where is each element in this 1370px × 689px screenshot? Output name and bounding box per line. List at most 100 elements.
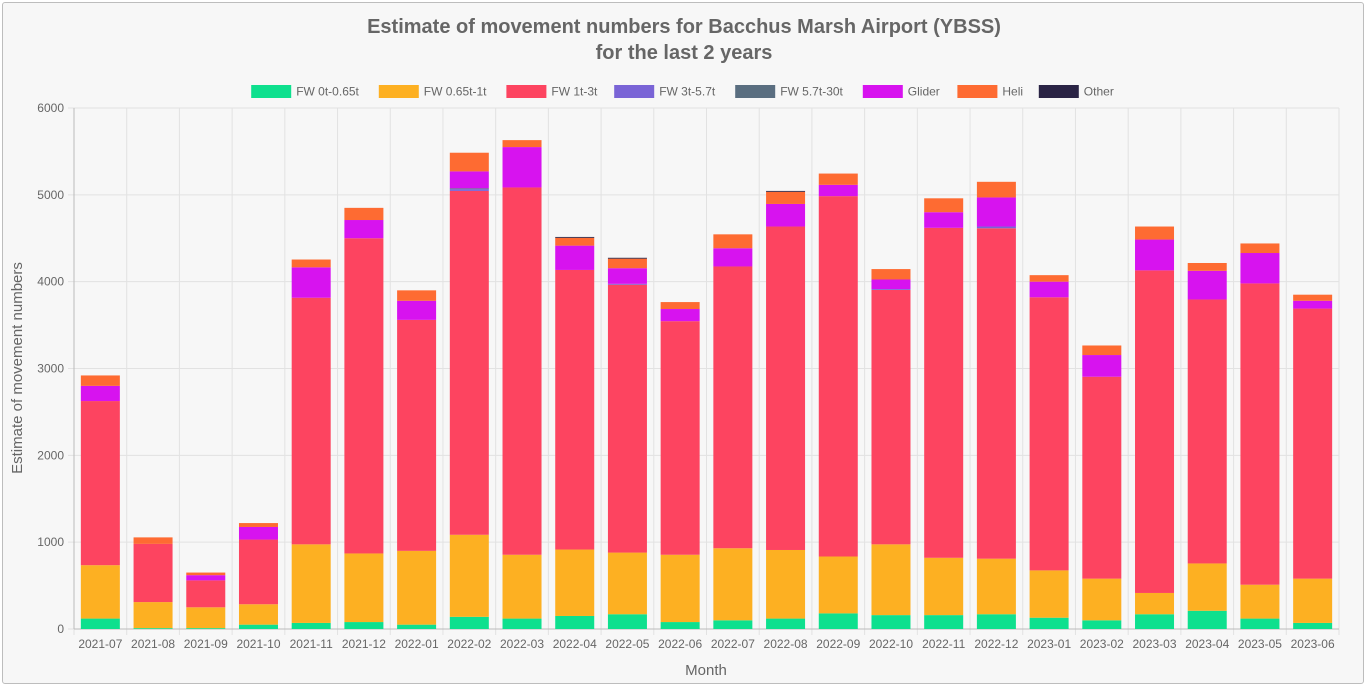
bar-segment-heli[interactable] [924, 198, 964, 213]
bar-segment-heli[interactable] [607, 258, 647, 269]
bar-segment-fw-0t-0-65t[interactable] [238, 624, 278, 629]
bar-segment-fw-1t-3t[interactable] [449, 190, 489, 535]
bar-segment-fw-0t-0-65t[interactable] [766, 618, 806, 629]
bar-segment-glider[interactable] [607, 268, 647, 284]
bar-segment-fw-0-65t-1t[interactable] [871, 544, 911, 616]
legend-item[interactable]: Heli [957, 85, 1023, 99]
legend-item[interactable]: Glider [862, 85, 940, 99]
bar-segment-glider[interactable] [924, 212, 964, 228]
bar-segment-fw-0-65t-1t[interactable] [238, 604, 278, 625]
bar-segment-fw-3t-5-7t[interactable] [607, 283, 647, 285]
bar-segment-fw-3t-5-7t[interactable] [976, 226, 1016, 229]
bar-segment-fw-0-65t-1t[interactable] [186, 607, 226, 629]
bar-segment-glider[interactable] [397, 300, 437, 320]
bar-segment-heli[interactable] [871, 269, 911, 280]
legend-item[interactable]: Other [1038, 85, 1114, 99]
bar-segment-fw-0t-0-65t[interactable] [555, 615, 595, 629]
bar-segment-glider[interactable] [660, 309, 700, 322]
bar-segment-glider[interactable] [1082, 355, 1122, 377]
bar-segment-glider[interactable] [1135, 239, 1175, 271]
bar-segment-fw-0t-0-65t[interactable] [449, 616, 489, 629]
bar-segment-fw-0-65t-1t[interactable] [1240, 584, 1280, 619]
bar-segment-fw-0-65t-1t[interactable] [1135, 592, 1175, 615]
bar-segment-fw-1t-3t[interactable] [818, 196, 858, 557]
bar-segment-fw-0t-0-65t[interactable] [976, 614, 1016, 629]
bar-segment-fw-0t-0-65t[interactable] [924, 615, 964, 629]
bar-segment-fw-0-65t-1t[interactable] [607, 552, 647, 615]
bar-segment-fw-1t-3t[interactable] [291, 297, 331, 545]
bar-segment-fw-0t-0-65t[interactable] [1240, 618, 1280, 629]
bar-segment-fw-1t-3t[interactable] [238, 539, 278, 605]
bar-segment-fw-1t-3t[interactable] [713, 266, 753, 549]
bar-segment-other[interactable] [607, 257, 647, 259]
bar-segment-fw-0-65t-1t[interactable] [80, 565, 120, 619]
bar-segment-heli[interactable] [238, 523, 278, 527]
bar-segment-fw-1t-3t[interactable] [186, 580, 226, 608]
bar-segment-fw-1t-3t[interactable] [607, 284, 647, 553]
bar-segment-heli[interactable] [186, 572, 226, 576]
bar-segment-heli[interactable] [397, 290, 437, 301]
bar-segment-glider[interactable] [818, 184, 858, 197]
bar-segment-heli[interactable] [818, 173, 858, 185]
bar-segment-fw-0t-0-65t[interactable] [1082, 620, 1122, 629]
bar-segment-fw-1t-3t[interactable] [133, 543, 173, 603]
bar-segment-heli[interactable] [1082, 345, 1122, 356]
bar-segment-fw-1t-3t[interactable] [1029, 297, 1069, 571]
bar-segment-heli[interactable] [449, 152, 489, 172]
bar-segment-fw-1t-3t[interactable] [80, 401, 120, 566]
bar-segment-glider[interactable] [1240, 253, 1280, 284]
bar-segment-fw-0-65t-1t[interactable] [133, 602, 173, 629]
bar-segment-fw-0t-0-65t[interactable] [607, 614, 647, 629]
bar-segment-glider[interactable] [186, 575, 226, 581]
bar-segment-fw-0t-0-65t[interactable] [818, 613, 858, 629]
bar-segment-glider[interactable] [1293, 300, 1333, 309]
bar-segment-fw-1t-3t[interactable] [1240, 283, 1280, 585]
bar-segment-fw-0t-0-65t[interactable] [344, 622, 384, 629]
bar-segment-fw-0t-0-65t[interactable] [502, 618, 542, 629]
bar-segment-glider[interactable] [713, 248, 753, 267]
bar-segment-fw-0t-0-65t[interactable] [871, 615, 911, 629]
bar-segment-glider[interactable] [291, 267, 331, 298]
bar-segment-fw-0t-0-65t[interactable] [397, 624, 437, 629]
bar-segment-other[interactable] [766, 190, 806, 192]
bar-segment-other[interactable] [555, 236, 595, 238]
bar-segment-heli[interactable] [555, 237, 595, 246]
legend-item[interactable]: FW 0t-0.65t [251, 85, 360, 99]
bar-segment-fw-0-65t-1t[interactable] [1082, 578, 1122, 621]
bar-segment-heli[interactable] [1135, 226, 1175, 240]
bar-segment-glider[interactable] [1029, 281, 1069, 298]
bar-segment-fw-0-65t-1t[interactable] [713, 548, 753, 621]
bar-segment-heli[interactable] [502, 140, 542, 148]
bar-segment-glider[interactable] [555, 245, 595, 270]
bar-segment-fw-0t-0-65t[interactable] [1029, 617, 1069, 629]
bar-segment-fw-0t-0-65t[interactable] [133, 628, 173, 629]
bar-segment-fw-0t-0-65t[interactable] [660, 622, 700, 629]
bar-segment-fw-0-65t-1t[interactable] [818, 556, 858, 614]
bar-segment-fw-0-65t-1t[interactable] [976, 558, 1016, 615]
bar-segment-fw-1t-3t[interactable] [660, 321, 700, 555]
bar-segment-glider[interactable] [766, 203, 806, 227]
bar-segment-fw-0t-0-65t[interactable] [291, 622, 331, 629]
bar-segment-fw-0t-0-65t[interactable] [1293, 622, 1333, 629]
bar-segment-glider[interactable] [502, 147, 542, 188]
bar-segment-fw-0-65t-1t[interactable] [502, 554, 542, 619]
bar-segment-fw-0-65t-1t[interactable] [1293, 578, 1333, 623]
bar-segment-heli[interactable] [291, 259, 331, 268]
bar-segment-heli[interactable] [1187, 262, 1227, 271]
bar-segment-fw-0-65t-1t[interactable] [291, 544, 331, 623]
bar-segment-fw-1t-3t[interactable] [976, 228, 1016, 559]
bar-segment-heli[interactable] [1240, 243, 1280, 254]
bar-segment-fw-0t-0-65t[interactable] [1135, 614, 1175, 629]
bar-segment-fw-5-7t-30t[interactable] [449, 188, 489, 190]
bar-segment-heli[interactable] [133, 537, 173, 544]
bar-segment-fw-0-65t-1t[interactable] [397, 550, 437, 625]
bar-segment-fw-0-65t-1t[interactable] [660, 554, 700, 623]
bar-segment-fw-0-65t-1t[interactable] [344, 553, 384, 623]
bar-segment-fw-1t-3t[interactable] [502, 187, 542, 555]
bar-segment-heli[interactable] [976, 181, 1016, 198]
bar-segment-fw-0t-0-65t[interactable] [713, 620, 753, 629]
bar-segment-fw-0t-0-65t[interactable] [186, 628, 226, 629]
bar-segment-fw-1t-3t[interactable] [924, 227, 964, 558]
bar-segment-fw-1t-3t[interactable] [1082, 376, 1122, 579]
bar-segment-fw-0-65t-1t[interactable] [1187, 563, 1227, 611]
